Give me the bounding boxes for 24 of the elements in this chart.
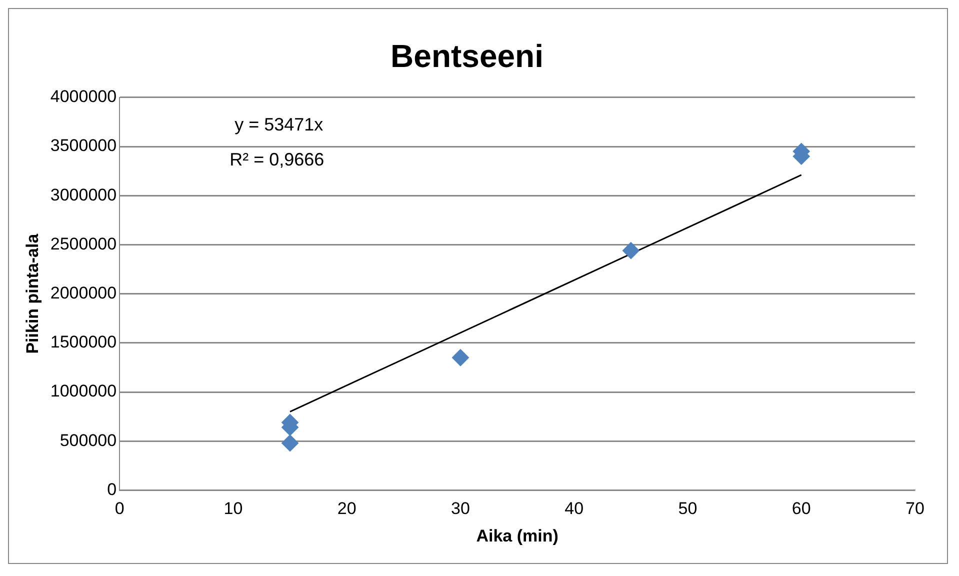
- y-axis-title: Piikin pinta-ala: [22, 233, 42, 354]
- x-tick-label: 70: [906, 499, 924, 518]
- y-tick-label: 3000000: [50, 185, 117, 204]
- y-tick-label: 4000000: [50, 87, 117, 106]
- point: [282, 434, 299, 452]
- x-axis-title: Aika (min): [476, 526, 558, 546]
- y-tick-label: 2000000: [50, 283, 117, 302]
- chart-title: Bentseeni: [390, 38, 544, 74]
- point: [452, 349, 469, 366]
- x-tick-label: 10: [224, 499, 243, 518]
- y-tick-label: 0: [107, 480, 117, 499]
- point: [622, 242, 640, 260]
- y-tick-label: 3500000: [50, 136, 117, 156]
- y-tick-label: 1500000: [50, 332, 117, 352]
- annotation: R² = 0,9666: [230, 149, 324, 170]
- x-tick-label: 30: [451, 499, 470, 518]
- x-tick-label: 50: [678, 499, 698, 518]
- y-tick-label: 1000000: [50, 382, 117, 401]
- annotation: y = 53471x: [234, 114, 324, 134]
- x-tick-label: 60: [792, 499, 811, 518]
- x-tick-label: 20: [337, 499, 356, 518]
- y-tick-label: 500000: [60, 430, 117, 450]
- y-tick-label: 2500000: [50, 234, 117, 254]
- x-tick-label: 40: [564, 499, 584, 518]
